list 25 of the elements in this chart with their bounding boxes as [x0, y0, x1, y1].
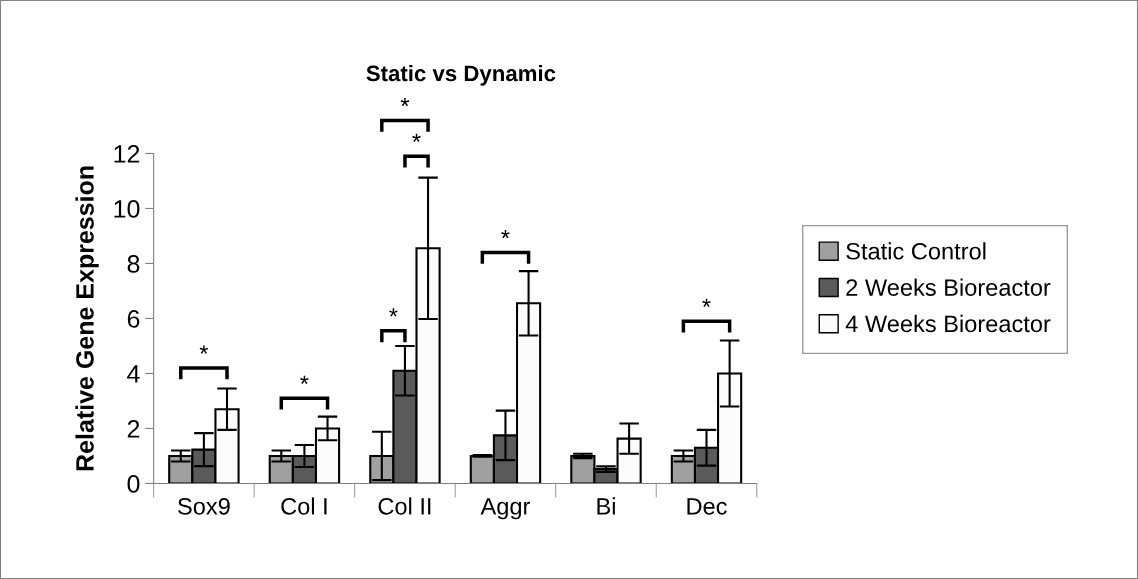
legend-label: 2 Weeks Bioreactor	[846, 278, 1051, 296]
legend-label: Static Control	[846, 242, 986, 260]
x-tick-label: Col II	[378, 497, 431, 515]
x-tick-label: Sox9	[178, 497, 230, 515]
annotation: *	[501, 229, 510, 239]
legend-label: 4 Weeks Bioreactor	[845, 314, 1051, 333]
x-tick-label: Dec	[687, 498, 727, 515]
chart-title: Static vs Dynamic	[366, 64, 556, 86]
annotation: *	[199, 345, 209, 354]
y-tick-label: 0	[127, 475, 140, 493]
y-tick-label: 12	[114, 145, 140, 163]
y-tick-label: 6	[127, 310, 140, 328]
x-tick-label: Aggr	[480, 498, 531, 520]
annotation: *	[389, 308, 398, 317]
y-tick-label: 10	[114, 200, 140, 218]
annotation: *	[702, 298, 711, 307]
text: *	[412, 133, 421, 142]
y-axis-title: Relative Gene Expression	[75, 166, 99, 471]
annotation: *	[300, 375, 309, 384]
y-tick-label: 2	[127, 420, 140, 438]
y-tick-label: 4	[127, 365, 140, 383]
x-tick-label: Bi	[597, 497, 615, 515]
text: *	[400, 97, 410, 107]
x-tick-label: Col I	[281, 497, 327, 515]
y-tick-label: 8	[127, 255, 140, 273]
